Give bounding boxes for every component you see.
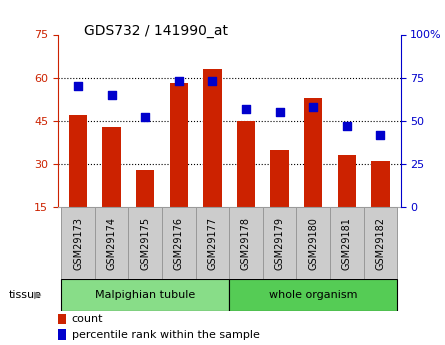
FancyBboxPatch shape xyxy=(162,207,196,279)
Text: whole organism: whole organism xyxy=(269,290,357,300)
Text: ▶: ▶ xyxy=(34,290,41,300)
Point xyxy=(243,106,250,111)
Bar xyxy=(58,314,66,324)
Text: GSM29174: GSM29174 xyxy=(107,217,117,270)
Bar xyxy=(69,115,87,207)
FancyBboxPatch shape xyxy=(95,207,129,279)
Point xyxy=(377,132,384,137)
Bar xyxy=(237,121,255,207)
Text: percentile rank within the sample: percentile rank within the sample xyxy=(72,330,259,340)
Bar xyxy=(304,98,322,207)
Bar xyxy=(337,155,356,207)
Text: GSM29176: GSM29176 xyxy=(174,217,184,270)
Bar xyxy=(58,329,66,340)
FancyBboxPatch shape xyxy=(61,279,229,311)
Bar xyxy=(102,127,121,207)
FancyBboxPatch shape xyxy=(196,207,229,279)
Bar xyxy=(170,83,188,207)
Text: GSM29182: GSM29182 xyxy=(375,217,385,270)
FancyBboxPatch shape xyxy=(129,207,162,279)
Text: GSM29177: GSM29177 xyxy=(207,217,217,270)
Text: GSM29179: GSM29179 xyxy=(275,217,284,270)
Point xyxy=(310,104,317,110)
FancyBboxPatch shape xyxy=(296,207,330,279)
Text: Malpighian tubule: Malpighian tubule xyxy=(95,290,195,300)
Bar xyxy=(136,170,154,207)
FancyBboxPatch shape xyxy=(229,279,397,311)
Bar xyxy=(270,149,289,207)
Text: GSM29173: GSM29173 xyxy=(73,217,83,270)
Text: GSM29180: GSM29180 xyxy=(308,217,318,270)
Text: count: count xyxy=(72,314,103,324)
Point xyxy=(108,92,115,98)
Text: tissue: tissue xyxy=(9,290,42,300)
Text: GSM29181: GSM29181 xyxy=(342,217,352,270)
Text: GSM29175: GSM29175 xyxy=(140,217,150,270)
Point xyxy=(209,78,216,84)
FancyBboxPatch shape xyxy=(229,207,263,279)
Bar xyxy=(203,69,222,207)
Bar xyxy=(371,161,389,207)
Point xyxy=(175,78,182,84)
Point xyxy=(142,115,149,120)
FancyBboxPatch shape xyxy=(364,207,397,279)
Text: GDS732 / 141990_at: GDS732 / 141990_at xyxy=(84,24,228,38)
Point xyxy=(343,123,350,129)
Point xyxy=(276,109,283,115)
FancyBboxPatch shape xyxy=(330,207,364,279)
Point xyxy=(74,83,81,89)
FancyBboxPatch shape xyxy=(263,207,296,279)
FancyBboxPatch shape xyxy=(61,207,95,279)
Text: GSM29178: GSM29178 xyxy=(241,217,251,270)
